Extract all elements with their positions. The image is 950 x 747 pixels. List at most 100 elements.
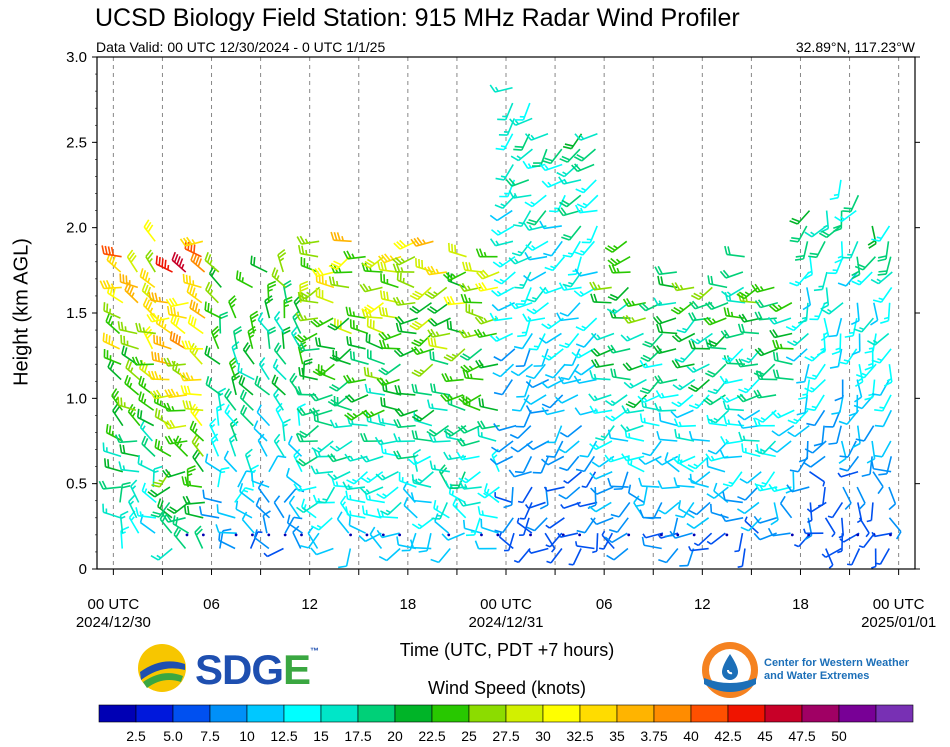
barb-half-flag [111,430,114,436]
barb-flag [141,282,147,292]
wind-barb [244,448,253,472]
barb-staff [645,532,664,539]
wind-barb [690,286,713,301]
barb-half-flag [422,239,427,245]
barb-half-flag [878,297,884,301]
barb-flag [149,313,156,322]
barb-flag [641,387,651,392]
barb-half-flag [883,316,889,320]
barb-flag [146,286,152,296]
barb-half-flag [600,435,606,439]
barb-half-flag [610,400,616,405]
barb-flag [309,408,316,417]
barb-flag [119,444,123,453]
barb-half-flag [351,478,357,483]
wind-barb [148,291,169,304]
wind-barb [838,409,860,425]
barb-half-flag [158,479,164,483]
x-tick-label: 00 UTC [88,596,140,613]
wind-barb [556,312,579,322]
colorbar-label: 27.5 [492,728,519,744]
barb-staff [616,517,629,533]
barb-flag [465,261,469,271]
wind-barb [688,340,710,350]
wind-barb [120,334,139,350]
barb-flag [839,467,848,472]
wind-barb [599,532,614,550]
barb-half-flag [111,340,114,346]
barb-half-flag [527,548,532,554]
barb-half-flag [657,533,662,539]
barb-flag [625,314,633,323]
barb-flag [109,361,115,370]
barb-flag [723,307,727,316]
barb-half-flag [400,267,404,273]
barb-flag [625,362,633,370]
barb-half-flag [725,438,729,444]
barb-half-flag [533,345,539,348]
barb-flag [740,526,749,532]
barb-half-flag [143,398,147,404]
barb-flag [656,430,661,440]
barb-flag [686,522,695,530]
barb-flag [428,428,437,435]
barb-flag [409,294,419,301]
barb-flag [294,386,299,395]
colorbar-swatch [209,704,248,723]
barb-flag [380,510,389,516]
barb-half-flag [368,387,372,393]
barb-flag [186,385,191,395]
wind-barb [169,331,187,350]
wind-barb [638,302,663,312]
barb-flag [460,365,468,373]
barb-half-flag [401,299,405,305]
wind-barb [364,383,386,396]
barb-flag [189,285,194,295]
barb-half-flag [419,348,424,353]
barb-flag [655,390,662,399]
barb-half-flag [840,216,845,221]
wind-barb [524,133,549,141]
barb-half-flag [279,257,285,262]
barb-half-flag [631,316,636,322]
barb-flag [107,315,113,324]
barb-half-flag [381,474,386,480]
barb-flag [737,323,742,333]
barb-flag [705,302,712,310]
barb-flag [378,306,382,316]
barb-staff [521,333,533,349]
barb-flag [344,414,352,421]
wind-barb [522,313,546,322]
barb-flag [654,402,659,412]
barb-half-flag [282,423,288,428]
barb-flag [688,430,693,440]
barb-flag [604,536,613,544]
wind-barb [458,471,481,484]
barb-flag [392,263,398,273]
barb-flag [510,155,519,162]
barb-half-flag [131,412,136,418]
wind-barb [545,363,566,379]
wind-barb [721,286,745,298]
barb-half-flag [837,472,842,478]
wind-barb [673,418,696,428]
barb-flag [463,293,469,303]
wind-barb [816,333,826,356]
barb-flag [804,387,813,393]
wind-barb [543,240,563,257]
wind-barb [231,371,241,396]
barb-flag [514,470,524,474]
barb-half-flag [823,224,829,228]
wind-barb [770,502,779,526]
barb-half-flag [158,296,162,302]
barb-flag [449,295,455,305]
barb-flag [379,290,383,299]
barb-flag [382,339,387,349]
calm-dot [856,533,860,537]
barb-flag [383,262,388,271]
barb-half-flag [335,481,339,487]
wind-barb [854,364,864,388]
wind-barb [688,312,711,322]
barb-flag [559,201,568,208]
wind-barb [300,532,320,549]
